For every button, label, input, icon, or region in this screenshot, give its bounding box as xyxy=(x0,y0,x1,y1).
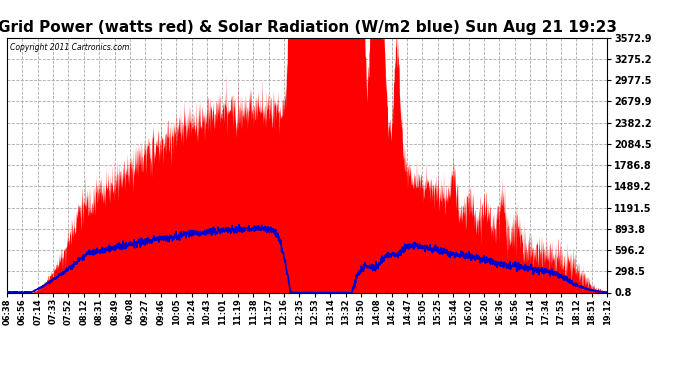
Text: Copyright 2011 Cartronics.com: Copyright 2011 Cartronics.com xyxy=(10,43,129,52)
Title: Grid Power (watts red) & Solar Radiation (W/m2 blue) Sun Aug 21 19:23: Grid Power (watts red) & Solar Radiation… xyxy=(0,20,617,35)
